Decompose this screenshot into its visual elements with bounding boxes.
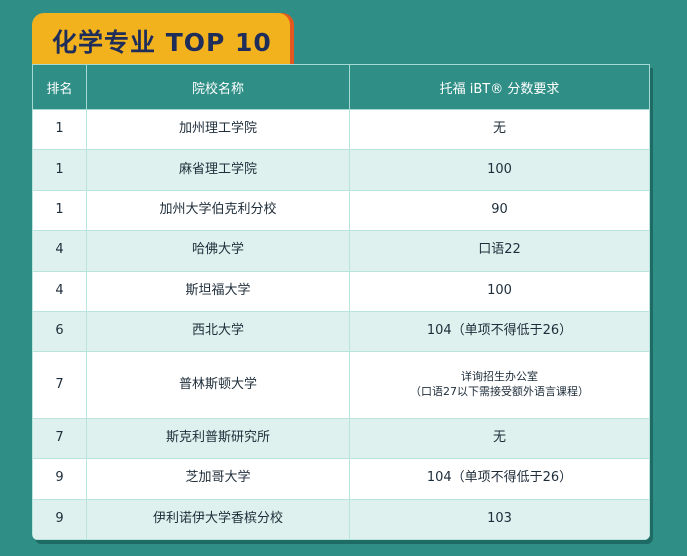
rank-cell: 1 <box>32 108 87 151</box>
toefl-cell: 无 <box>349 417 650 460</box>
table-row: 7 普林斯顿大学 详询招生办公室 （口语27以下需接受额外语言课程） <box>32 351 650 419</box>
header-school: 院校名称 <box>86 64 350 110</box>
rank-cell: 1 <box>32 149 87 191</box>
table-header-row: 排名 院校名称 托福 iBT® 分数要求 <box>32 64 650 110</box>
toefl-cell: 103 <box>349 498 650 540</box>
rank-cell: 7 <box>32 417 87 460</box>
school-cell: 麻省理工学院 <box>86 149 350 191</box>
school-cell: 加州理工学院 <box>86 108 350 151</box>
table-row: 7 斯克利普斯研究所 无 <box>32 417 650 460</box>
school-cell: 芝加哥大学 <box>86 458 350 500</box>
rank-cell: 1 <box>32 189 87 232</box>
school-cell: 西北大学 <box>86 310 350 353</box>
table-row: 9 芝加哥大学 104（单项不得低于26） <box>32 458 650 500</box>
school-cell: 哈佛大学 <box>86 230 350 272</box>
rank-cell: 9 <box>32 458 87 500</box>
school-cell: 斯克利普斯研究所 <box>86 417 350 460</box>
school-cell: 普林斯顿大学 <box>86 351 350 419</box>
toefl-cell: 无 <box>349 108 650 151</box>
rank-cell: 7 <box>32 351 87 419</box>
toefl-cell: 90 <box>349 189 650 232</box>
rank-cell: 6 <box>32 310 87 353</box>
school-cell: 伊利诺伊大学香槟分校 <box>86 498 350 540</box>
table-row: 4 斯坦福大学 100 <box>32 270 650 312</box>
table-row: 4 哈佛大学 口语22 <box>32 230 650 272</box>
school-cell: 斯坦福大学 <box>86 270 350 312</box>
page-title: 化学专业 TOP 10 <box>52 28 272 57</box>
rank-cell: 9 <box>32 498 87 540</box>
table-row: 1 加州大学伯克利分校 90 <box>32 189 650 232</box>
toefl-note-main: 详询招生办公室 <box>461 370 538 384</box>
toefl-cell: 100 <box>349 270 650 312</box>
header-toefl: 托福 iBT® 分数要求 <box>349 64 650 110</box>
title-tab: 化学专业 TOP 10 <box>32 13 290 73</box>
toefl-cell: 100 <box>349 149 650 191</box>
table-row: 1 麻省理工学院 100 <box>32 149 650 191</box>
ranking-table: 排名 院校名称 托福 iBT® 分数要求 1 加州理工学院 无 1 麻省理工学院… <box>32 64 650 540</box>
table-row: 9 伊利诺伊大学香槟分校 103 <box>32 498 650 540</box>
toefl-cell: 口语22 <box>349 230 650 272</box>
rank-cell: 4 <box>32 270 87 312</box>
toefl-cell: 104（单项不得低于26） <box>349 458 650 500</box>
toefl-cell: 104（单项不得低于26） <box>349 310 650 353</box>
header-rank: 排名 <box>32 64 87 110</box>
rank-cell: 4 <box>32 230 87 272</box>
table-row: 1 加州理工学院 无 <box>32 108 650 151</box>
school-cell: 加州大学伯克利分校 <box>86 189 350 232</box>
table-row: 6 西北大学 104（单项不得低于26） <box>32 310 650 353</box>
toefl-cell: 详询招生办公室 （口语27以下需接受额外语言课程） <box>349 351 650 419</box>
toefl-note-sub: （口语27以下需接受额外语言课程） <box>410 385 589 399</box>
